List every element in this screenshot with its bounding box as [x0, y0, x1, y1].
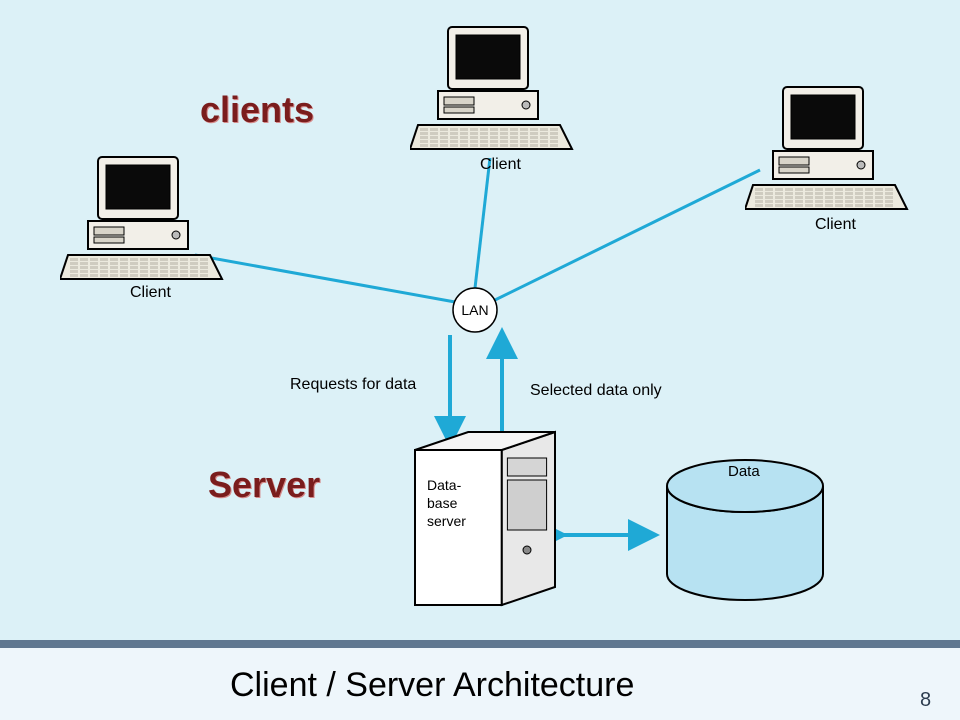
requests-label: Requests for data — [290, 376, 416, 394]
page-number: 8 — [920, 689, 931, 712]
svg-text:Data-: Data- — [427, 477, 462, 493]
server-title: Server — [208, 464, 320, 506]
svg-text:base: base — [427, 495, 458, 511]
client-right-icon — [745, 85, 915, 220]
clients-title: clients — [200, 89, 314, 131]
client-left-icon — [60, 155, 230, 290]
svg-text:server: server — [427, 513, 466, 529]
client-top-icon — [410, 25, 580, 160]
svg-text:LAN: LAN — [461, 302, 488, 318]
responses-label: Selected data only — [530, 382, 662, 400]
footer-title: Client / Server Architecture — [230, 666, 634, 705]
data-label: Data — [728, 463, 760, 480]
